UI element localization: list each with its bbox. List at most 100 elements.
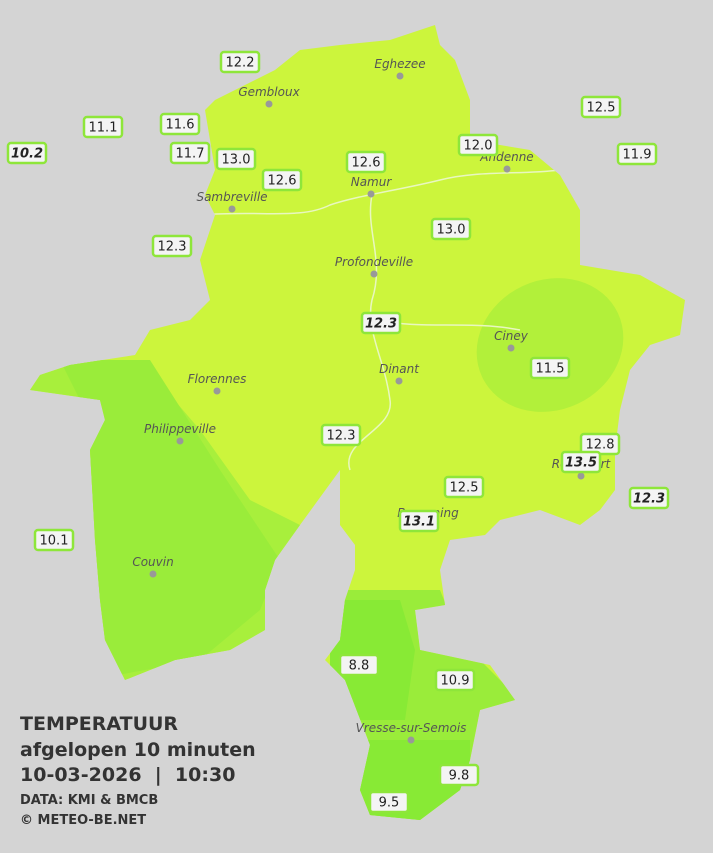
station-box bbox=[438, 763, 480, 787]
station-value: 12.6 bbox=[352, 156, 381, 171]
station: 13.0 bbox=[215, 147, 257, 171]
legend-copyright: © METEO-BE.NET bbox=[20, 813, 146, 828]
city-dot bbox=[577, 472, 585, 480]
city-dot bbox=[370, 270, 378, 278]
station: 11.9 bbox=[616, 142, 658, 166]
city-dot bbox=[396, 72, 404, 80]
station: 12.2 bbox=[219, 50, 261, 74]
station: 12.6 bbox=[261, 168, 303, 192]
station-box bbox=[616, 142, 658, 166]
station-box bbox=[33, 528, 75, 552]
station-box bbox=[151, 234, 193, 258]
station-box bbox=[6, 141, 48, 165]
city-dot bbox=[149, 570, 157, 578]
station: 10.2 bbox=[6, 141, 48, 165]
station-value: 11.6 bbox=[166, 118, 195, 133]
legend: TEMPERATUUR afgelopen 10 minuten 10-03-2… bbox=[20, 713, 256, 828]
station-value: 9.5 bbox=[379, 796, 400, 811]
city-label: Couvin bbox=[132, 555, 173, 569]
city-label: Florennes bbox=[188, 372, 247, 386]
station: 12.8 bbox=[579, 432, 621, 456]
station: 12.5 bbox=[580, 95, 622, 119]
city-dot bbox=[265, 100, 273, 108]
station-value: 12.3 bbox=[365, 317, 397, 332]
station: 13.5 bbox=[560, 450, 602, 474]
station-value: 10.1 bbox=[40, 534, 69, 549]
station-value: 12.8 bbox=[586, 438, 615, 453]
station: 13.0 bbox=[430, 217, 472, 241]
city-label: Dinant bbox=[379, 362, 420, 376]
station: 12.3 bbox=[628, 486, 670, 510]
station-box bbox=[443, 475, 485, 499]
station: 11.7 bbox=[169, 141, 211, 165]
station-value: 10.2 bbox=[11, 147, 43, 162]
station-box bbox=[215, 147, 257, 171]
city-dot bbox=[228, 205, 236, 213]
station-box bbox=[434, 668, 476, 692]
station-box bbox=[560, 450, 602, 474]
station: 9.8 bbox=[438, 763, 480, 787]
city-label: Ciney bbox=[494, 329, 529, 343]
station-box bbox=[580, 95, 622, 119]
station: 12.5 bbox=[443, 475, 485, 499]
legend-subtitle: afgelopen 10 minuten bbox=[20, 739, 256, 761]
station: 9.5 bbox=[368, 790, 410, 814]
station-value: 10.9 bbox=[441, 674, 470, 689]
city-dot bbox=[507, 344, 515, 352]
station-value: 13.5 bbox=[565, 456, 597, 471]
city-dot bbox=[176, 437, 184, 445]
legend-title: TEMPERATUUR bbox=[20, 713, 178, 735]
station-value: 12.0 bbox=[464, 139, 493, 154]
station-box bbox=[338, 653, 380, 677]
station-box bbox=[159, 112, 201, 136]
station-value: 11.9 bbox=[623, 148, 652, 163]
station-value: 12.3 bbox=[633, 492, 665, 507]
station-box bbox=[430, 217, 472, 241]
legend-source: DATA: KMI & BMCB bbox=[20, 793, 158, 808]
station: 12.3 bbox=[360, 311, 402, 335]
station-value: 13.0 bbox=[437, 223, 466, 238]
city-label: Profondeville bbox=[335, 255, 413, 269]
city-label: Vresse-sur-Semois bbox=[356, 721, 467, 735]
city-dot bbox=[367, 190, 375, 198]
city-dot bbox=[213, 387, 221, 395]
station-box bbox=[261, 168, 303, 192]
station-value: 11.7 bbox=[176, 147, 205, 162]
station-value: 9.8 bbox=[449, 769, 470, 784]
station-box bbox=[82, 115, 124, 139]
station-box bbox=[368, 790, 410, 814]
station-value: 8.8 bbox=[349, 659, 370, 674]
station-box bbox=[169, 141, 211, 165]
station-box bbox=[360, 311, 402, 335]
station: 13.1 bbox=[398, 509, 440, 533]
city-dot bbox=[407, 736, 415, 744]
station-box bbox=[398, 509, 440, 533]
station: 11.6 bbox=[159, 112, 201, 136]
station-value: 12.5 bbox=[450, 481, 479, 496]
city-dot bbox=[503, 165, 511, 173]
city-label: Gembloux bbox=[238, 85, 300, 99]
station: 10.1 bbox=[33, 528, 75, 552]
station: 12.0 bbox=[457, 133, 499, 157]
station-value: 12.3 bbox=[327, 429, 356, 444]
city-label: Sambreville bbox=[196, 190, 267, 204]
station-value: 12.2 bbox=[226, 56, 255, 71]
city-label: Eghezee bbox=[374, 57, 425, 71]
station: 12.6 bbox=[345, 150, 387, 174]
station: 12.3 bbox=[320, 423, 362, 447]
station-value: 13.1 bbox=[403, 515, 435, 530]
station-box bbox=[219, 50, 261, 74]
station-box bbox=[529, 356, 571, 380]
station-value: 12.6 bbox=[268, 174, 297, 189]
station: 8.8 bbox=[338, 653, 380, 677]
station-box bbox=[345, 150, 387, 174]
station: 11.5 bbox=[529, 356, 571, 380]
station-box bbox=[320, 423, 362, 447]
station: 11.1 bbox=[82, 115, 124, 139]
station-value: 11.1 bbox=[89, 121, 118, 136]
city-label: Namur bbox=[351, 175, 393, 189]
station-value: 12.3 bbox=[158, 240, 187, 255]
station-value: 11.5 bbox=[536, 362, 565, 377]
station-box bbox=[457, 133, 499, 157]
